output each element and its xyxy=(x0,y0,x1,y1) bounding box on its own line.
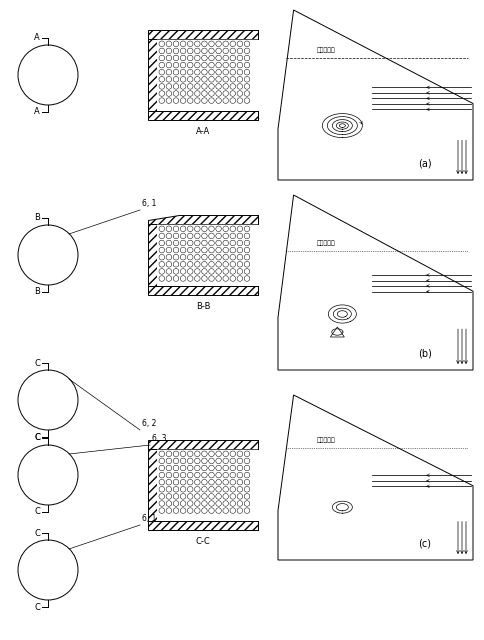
Text: (b): (b) xyxy=(418,348,432,358)
Text: A: A xyxy=(34,108,40,116)
Text: (c): (c) xyxy=(418,539,431,548)
Text: C: C xyxy=(34,602,40,611)
Text: C: C xyxy=(34,433,40,442)
Text: 6, 1: 6, 1 xyxy=(142,514,156,523)
Text: C: C xyxy=(34,529,40,538)
Text: 水平分界线: 水平分界线 xyxy=(317,437,336,443)
Bar xyxy=(148,440,258,449)
Text: 6, 2: 6, 2 xyxy=(142,419,156,428)
Bar xyxy=(148,224,157,286)
Text: C-C: C-C xyxy=(196,537,211,546)
Text: C: C xyxy=(34,508,40,516)
Text: C: C xyxy=(34,358,40,367)
Bar xyxy=(148,286,258,295)
Text: C: C xyxy=(34,433,40,442)
Bar xyxy=(148,449,157,521)
Text: 6, 3: 6, 3 xyxy=(152,434,166,443)
Bar xyxy=(148,111,258,120)
Bar xyxy=(157,224,258,286)
Text: 水平分界线: 水平分界线 xyxy=(317,241,336,246)
Bar xyxy=(148,30,258,39)
Text: B: B xyxy=(34,287,40,296)
Bar xyxy=(148,521,258,530)
Bar xyxy=(157,39,258,111)
Bar xyxy=(157,449,258,521)
Text: (a): (a) xyxy=(418,158,432,168)
Text: B-B: B-B xyxy=(196,302,210,311)
Text: B: B xyxy=(34,214,40,223)
Polygon shape xyxy=(148,215,258,224)
Text: 水平分界线: 水平分界线 xyxy=(317,47,336,52)
Text: A: A xyxy=(34,33,40,42)
Text: 6, 1: 6, 1 xyxy=(142,199,156,208)
Text: A-A: A-A xyxy=(196,127,210,136)
Bar xyxy=(148,39,157,111)
